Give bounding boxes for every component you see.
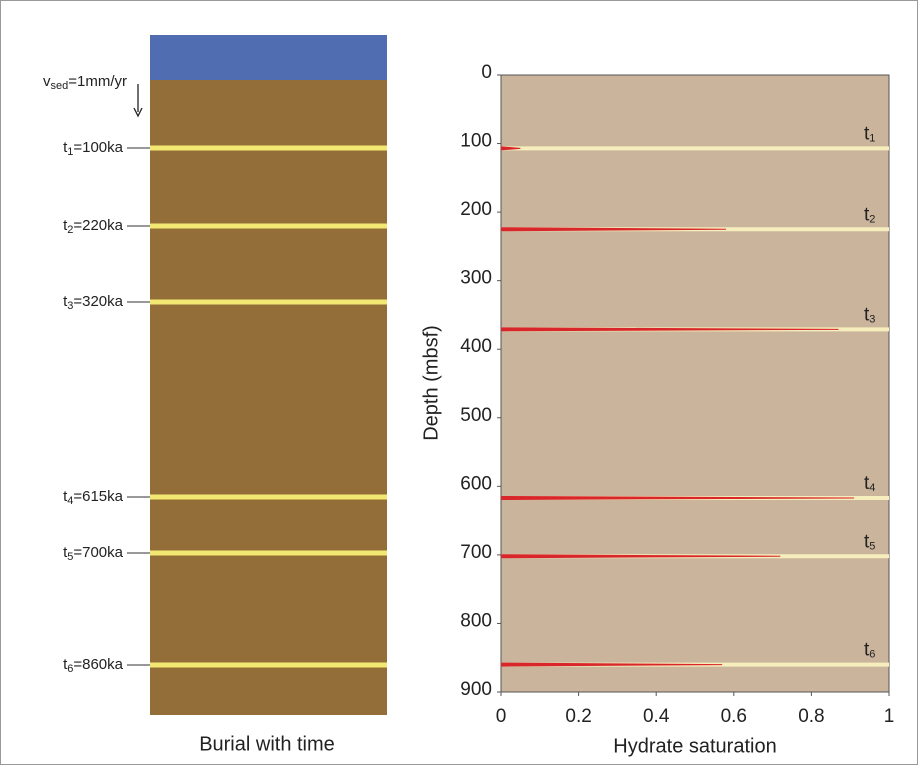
- water-column: [150, 35, 387, 80]
- layer-tag: t3: [864, 304, 875, 325]
- layer-label-rest: =100ka: [73, 139, 123, 156]
- layer-label-sub: 5: [67, 551, 73, 563]
- layer-label-main: t: [63, 656, 68, 673]
- velocity-label-rest: =1mm/yr: [68, 73, 127, 90]
- layer-tag-main: t: [864, 640, 870, 661]
- layer-label-main: t: [63, 488, 68, 505]
- layer-label-rest: =700ka: [73, 544, 123, 561]
- layer-label-sub: 3: [67, 300, 73, 312]
- saturation-bar: [501, 227, 727, 232]
- layer-tag-main: t: [864, 304, 870, 325]
- x-axis-label: Hydrate saturation: [613, 735, 776, 757]
- layer-tag-sub: 3: [869, 313, 875, 325]
- saturation-bar: [501, 146, 521, 151]
- schematic-title: Burial with time: [199, 733, 335, 755]
- deposit-layer: [150, 494, 387, 500]
- x-tick-label: 0.6: [721, 706, 747, 727]
- deposit-layer: [150, 550, 387, 556]
- layer-tag-main: t: [864, 123, 870, 144]
- y-tick-label: 200: [460, 199, 492, 220]
- x-tick-label: 1: [884, 706, 895, 727]
- layer-label: t5=700ka: [63, 544, 124, 563]
- layer-label-rest: =860ka: [73, 656, 123, 673]
- velocity-label-sub: sed: [50, 80, 68, 92]
- layer-tag: t4: [864, 473, 875, 494]
- layer-label: t1=100ka: [63, 139, 124, 158]
- plot-area: [500, 74, 890, 693]
- layer-tag: t6: [864, 640, 875, 661]
- saturation-bar: [501, 662, 723, 667]
- x-tick-label: 0.2: [565, 706, 591, 727]
- layer-label: t6=860ka: [63, 656, 124, 675]
- velocity-label: vsed=1mm/yr: [43, 73, 127, 92]
- deposit-layer: [150, 299, 387, 305]
- layer-tag: t5: [864, 531, 875, 552]
- layer-label-rest: =615ka: [73, 488, 123, 505]
- layer-label-rest: =220ka: [73, 217, 123, 234]
- y-tick-label: 100: [460, 131, 492, 152]
- layer-label-main: t: [63, 217, 68, 234]
- layer-tag-sub: 5: [869, 540, 875, 552]
- x-tick-label: 0: [496, 706, 507, 727]
- layer-tag-main: t: [864, 204, 870, 225]
- layer-tag-sub: 2: [869, 213, 875, 225]
- layer-label-main: t: [63, 139, 68, 156]
- layer-tag-sub: 4: [869, 482, 875, 494]
- layer-tag-main: t: [864, 531, 870, 552]
- layer-label: t4=615ka: [63, 488, 124, 507]
- y-tick-label: 500: [460, 405, 492, 426]
- layer-label-main: t: [63, 544, 68, 561]
- layer-label-rest: =320ka: [73, 293, 123, 310]
- layer-label: t3=320ka: [63, 293, 124, 312]
- layer-label-main: t: [63, 293, 68, 310]
- arrow-head: [133, 107, 143, 118]
- layer-tag: t1: [864, 123, 875, 144]
- y-tick-label: 700: [460, 542, 492, 563]
- y-tick-label: 900: [460, 679, 492, 700]
- deposit-layer: [150, 145, 387, 151]
- x-tick-label: 0.8: [798, 706, 824, 727]
- layer-tag: t2: [864, 204, 875, 225]
- saturation-bar: [501, 554, 781, 559]
- y-tick-label: 0: [481, 62, 492, 83]
- layer-label-sub: 4: [67, 495, 73, 507]
- layer-label: t2=220ka: [63, 217, 124, 236]
- y-axis-label: Depth (mbsf): [420, 325, 442, 441]
- layer-label-sub: 6: [67, 663, 73, 675]
- sediment-column: [150, 80, 387, 715]
- deposit-layer: [150, 662, 387, 668]
- layer-label-sub: 2: [67, 224, 73, 236]
- saturation-bar: [501, 327, 839, 332]
- velocity-label-main: v: [43, 73, 51, 90]
- x-tick-label: 0.4: [643, 706, 670, 727]
- layer-tag-main: t: [864, 473, 870, 494]
- saturation-bar: [501, 495, 855, 500]
- layer-tag-sub: 1: [869, 132, 875, 144]
- y-tick-label: 800: [460, 610, 492, 631]
- y-tick-label: 400: [460, 336, 492, 357]
- layer-tag-sub: 6: [869, 648, 875, 660]
- y-tick-label: 600: [460, 473, 492, 494]
- y-tick-label: 300: [460, 268, 492, 289]
- deposit-layer: [150, 223, 387, 229]
- layer-label-sub: 1: [67, 146, 73, 158]
